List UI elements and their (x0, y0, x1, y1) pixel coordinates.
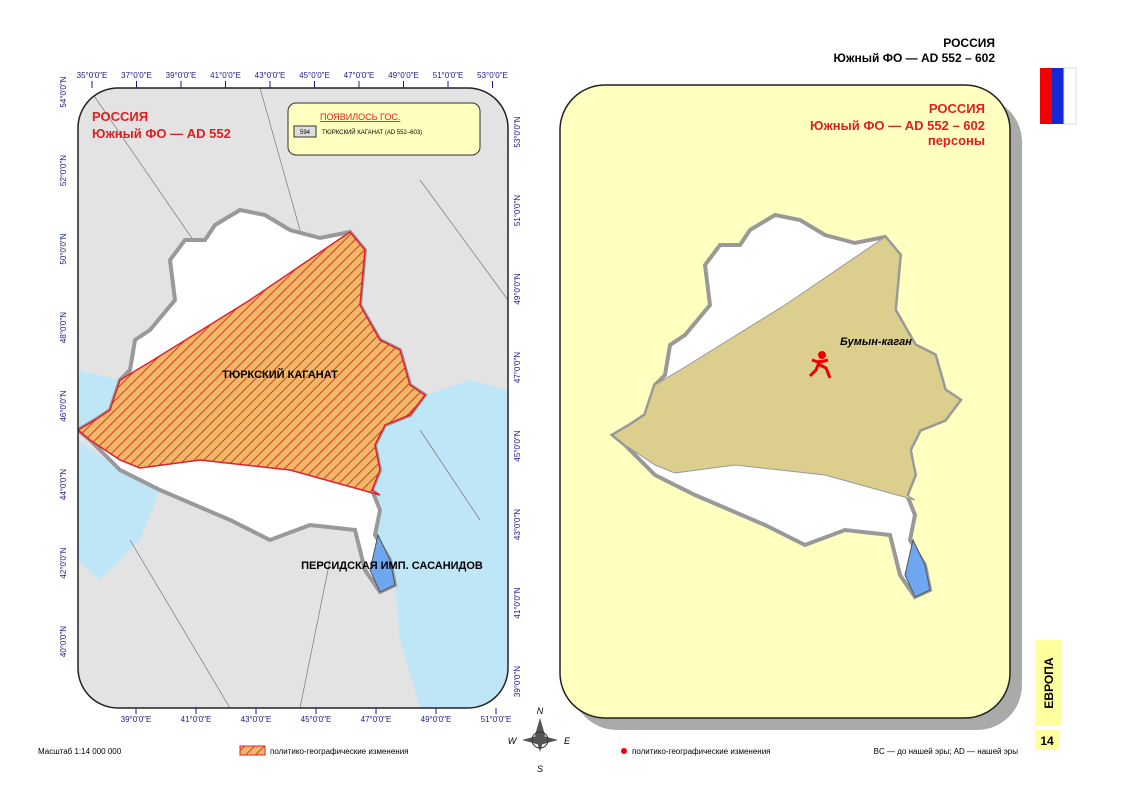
page-tab (1035, 730, 1059, 750)
legend-entry: ТЮРКСКИЙ КАГАНАТ (AD 552–603) (322, 128, 422, 136)
map-label: ПЕРСИДСКАЯ ИМП. САСАНИДОВ (301, 560, 483, 572)
lat-tick-label: 40°0'0"N (59, 626, 68, 657)
person-label: Бумын-каган (840, 336, 912, 348)
lat-tick-label: 48°0'0"N (59, 312, 68, 343)
page-number: 14 (1040, 734, 1054, 748)
compass-n: N (537, 706, 544, 716)
lon-tick-label: 45°0'0"E (299, 71, 330, 80)
lon-tick-label: 41°0'0"E (181, 715, 212, 724)
section-tab (1035, 640, 1061, 726)
header-country: РОССИЯ (943, 36, 995, 50)
lat-tick-label: 41°0'0"N (513, 587, 522, 618)
footer-legend: политико-географические изменения (632, 747, 771, 756)
left-map (78, 88, 508, 708)
compass: N S W E (508, 706, 571, 774)
lat-tick-label: 39°0'0"N (513, 666, 522, 697)
section-label: ЕВРОПА (1042, 657, 1056, 708)
map-label: ТЮРКСКИЙ КАГАНАТ (222, 368, 338, 381)
compass-w: W (508, 736, 518, 746)
lat-tick-label: 47°0'0"N (513, 352, 522, 383)
lon-tick-label: 39°0'0"E (166, 71, 197, 80)
lat-tick-label: 43°0'0"N (513, 509, 522, 540)
lat-tick-label: 52°0'0"N (59, 155, 68, 186)
legend-dot (621, 748, 627, 754)
person-icon (808, 351, 832, 379)
lon-tick-label: 43°0'0"E (255, 71, 286, 80)
lon-tick-label: 53°0'0"E (477, 71, 508, 80)
header-subtitle: Южный ФО — AD 552 – 602 (833, 51, 995, 65)
lon-tick-label: 47°0'0"E (344, 71, 375, 80)
lon-tick-label: 39°0'0"E (121, 715, 152, 724)
lon-tick-label: 47°0'0"E (361, 715, 392, 724)
left-frame (77, 87, 509, 709)
lon-tick-label: 35°0'0"E (77, 71, 108, 80)
left-subtitle: Южный ФО — AD 552 (92, 126, 231, 141)
flag (1040, 67, 1077, 125)
lat-tick-label: 45°0'0"N (513, 430, 522, 461)
footer-legend: политико-географические изменения (270, 747, 409, 756)
lat-tick-label: 54°0'0"N (59, 76, 68, 107)
lon-tick-label: 37°0'0"E (121, 71, 152, 80)
lat-tick-label: 46°0'0"N (59, 390, 68, 421)
compass-s: S (537, 764, 543, 774)
scale: Масштаб 1:14 000 000 (38, 747, 122, 756)
lon-tick-label: 51°0'0"E (433, 71, 464, 80)
lon-tick-label: 49°0'0"E (388, 71, 419, 80)
lat-tick-label: 53°0'0"N (513, 116, 522, 147)
lon-tick-label: 43°0'0"E (241, 715, 272, 724)
footer-note: BC — до нашей эры; AD — нашей эры (874, 747, 1019, 756)
legend-box: ПОЯВИЛОСЬ ГОС. 594 ТЮРКСКИЙ КАГАНАТ (AD … (287, 102, 481, 156)
lon-tick-label: 51°0'0"E (481, 715, 512, 724)
legend-icon: 594 (300, 130, 311, 136)
lat-tick-label: 50°0'0"N (59, 233, 68, 264)
left-title: РОССИЯ (92, 109, 148, 124)
right-subtitle: Южный ФО — AD 552 – 602 (810, 118, 985, 133)
coordinate-ticks: 35°0'0"E 37°0'0"E 39°0'0"E 41°0'0"E 43°0'0"E… (59, 71, 522, 724)
legend-swatch (239, 745, 266, 756)
right-subtitle2: персоны (928, 133, 985, 148)
legend-heading: ПОЯВИЛОСЬ ГОС. (320, 112, 400, 122)
lat-tick-label: 42°0'0"N (59, 547, 68, 578)
lat-tick-label: 51°0'0"N (513, 195, 522, 226)
lat-tick-label: 49°0'0"N (513, 273, 522, 304)
lon-tick-label: 45°0'0"E (301, 715, 332, 724)
lon-tick-label: 49°0'0"E (421, 715, 452, 724)
lon-tick-label: 41°0'0"E (210, 71, 241, 80)
right-title: РОССИЯ (929, 101, 985, 116)
lat-tick-label: 44°0'0"N (59, 469, 68, 500)
compass-e: E (564, 736, 571, 746)
